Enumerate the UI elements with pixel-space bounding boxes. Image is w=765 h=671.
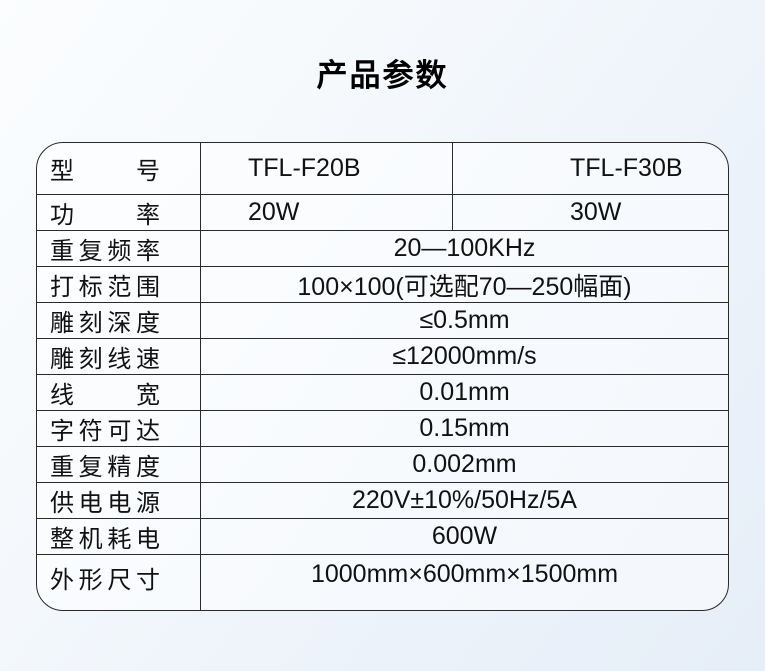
spec-label: 字符可达 bbox=[37, 411, 201, 447]
spec-value: 0.01mm bbox=[201, 375, 728, 411]
spec-label-text: 雕刻线速 bbox=[50, 346, 160, 373]
spec-label-text: 雕刻深度 bbox=[50, 310, 160, 337]
spec-value: 1000mm×600mm×1500mm bbox=[310, 560, 619, 588]
spec-label: 整机耗电 bbox=[37, 519, 201, 555]
spec-label-text: 重复精度 bbox=[50, 454, 160, 481]
spec-value: 0.15mm bbox=[201, 411, 728, 447]
spec-label-text: 字符可达 bbox=[50, 418, 160, 445]
spec-label-power: 功率 bbox=[37, 195, 201, 231]
spec-value-model-2: TFL-F30B bbox=[453, 143, 728, 195]
spec-label: 重复频率 bbox=[37, 231, 201, 267]
spec-label: 打标范围 bbox=[37, 267, 201, 303]
spec-label: 外形尺寸 bbox=[37, 555, 201, 610]
spec-value: 220V±10%/50Hz/5A bbox=[201, 483, 728, 519]
spec-label-model: 型号 bbox=[37, 143, 201, 195]
spec-value: 20—100KHz bbox=[201, 231, 728, 267]
spec-value-power-1: 20W bbox=[201, 195, 453, 231]
spec-label-text: 打标范围 bbox=[50, 274, 160, 301]
spec-label: 供电电源 bbox=[37, 483, 201, 519]
spec-label-text: 外形尺寸 bbox=[50, 567, 160, 594]
page-title: 产品参数 bbox=[316, 58, 449, 93]
spec-label-text: 整机耗电 bbox=[50, 526, 160, 553]
spec-label: 重复精度 bbox=[37, 447, 201, 483]
spec-value-model-1: TFL-F20B bbox=[201, 143, 453, 195]
spec-value-power-2: 30W bbox=[453, 195, 728, 231]
product-spec-table: 型号 TFL-F20B TFL-F30B 功率 20W 30W 重复频率 20—… bbox=[36, 142, 729, 611]
spec-label-text: 重复频率 bbox=[50, 238, 160, 265]
spec-value: 100×100(可选配70—250幅面) bbox=[201, 267, 728, 303]
spec-label: 线宽 bbox=[37, 375, 201, 411]
spec-label-text: 供电电源 bbox=[50, 490, 160, 517]
spec-label-text: 功率 bbox=[50, 202, 160, 229]
spec-label-text: 线宽 bbox=[50, 382, 160, 409]
spec-label-text: 型号 bbox=[50, 158, 160, 185]
spec-value: ≤0.5mm bbox=[201, 303, 728, 339]
spec-label: 雕刻线速 bbox=[37, 339, 201, 375]
spec-label: 雕刻深度 bbox=[37, 303, 201, 339]
spec-value: 600W bbox=[201, 519, 728, 555]
spec-value: 0.002mm bbox=[201, 447, 728, 483]
spec-value: ≤12000mm/s bbox=[201, 339, 728, 375]
